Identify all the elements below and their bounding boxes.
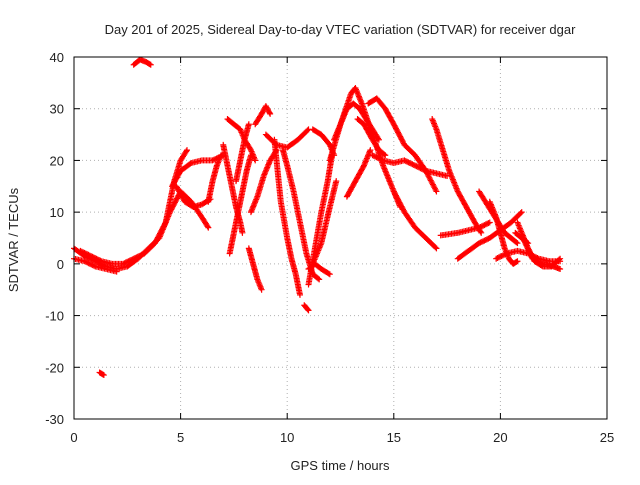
data-series-arc-07 xyxy=(169,152,227,190)
data-series-arc-22 xyxy=(305,260,333,278)
data-series-arc-39 xyxy=(512,229,532,247)
y-tick-label: -20 xyxy=(45,360,64,375)
y-tick-labels: -30 -20 -10 0 10 20 30 40 xyxy=(45,50,64,427)
x-tick-label: 20 xyxy=(493,430,507,445)
data-series-arc-27 xyxy=(354,116,389,159)
y-tick-label: 30 xyxy=(50,102,64,117)
axis-ticks xyxy=(73,56,608,420)
data-series-arc-04 xyxy=(130,56,154,68)
x-tick-label: 25 xyxy=(600,430,614,445)
x-axis-label: GPS time / hours xyxy=(291,458,390,473)
data-series-arc-06 xyxy=(173,183,214,210)
y-tick-label: 40 xyxy=(50,50,64,65)
data-series-arc-05 xyxy=(96,369,107,379)
data-series-arc-15 xyxy=(247,147,280,216)
data-series-arc-13 xyxy=(245,245,265,293)
plot-points xyxy=(71,56,564,379)
data-series-arc-31 xyxy=(429,116,485,236)
data-series-arc-16 xyxy=(262,126,312,151)
y-axis-label: SDTVAR / TECUs xyxy=(6,187,21,292)
x-tick-labels: 0 5 10 15 20 25 xyxy=(70,430,614,445)
data-series-arc-25 xyxy=(331,100,382,143)
data-series-arc-32 xyxy=(437,219,493,239)
x-tick-label: 15 xyxy=(387,430,401,445)
data-series-arc-08 xyxy=(205,152,225,205)
chart-title: Day 201 of 2025, Sidereal Day-to-day VTE… xyxy=(105,22,577,37)
data-series-arc-26 xyxy=(343,147,374,200)
x-tick-label: 0 xyxy=(70,430,77,445)
y-tick-label: -30 xyxy=(45,412,64,427)
x-tick-label: 10 xyxy=(280,430,294,445)
y-tick-label: -10 xyxy=(45,309,64,324)
data-series-arc-29 xyxy=(369,152,451,179)
y-tick-label: 0 xyxy=(57,257,64,272)
data-series-arc-17 xyxy=(271,136,303,298)
x-tick-label: 5 xyxy=(177,430,184,445)
data-series-arc-14 xyxy=(252,103,274,128)
data-series-arc-35 xyxy=(486,198,521,267)
data-series-arc-11 xyxy=(233,121,252,185)
data-series-arc-12 xyxy=(226,152,254,257)
plot-frame xyxy=(73,56,608,420)
data-series-arc-30 xyxy=(390,188,440,252)
y-tick-label: 20 xyxy=(50,153,64,168)
y-tick-label: 10 xyxy=(50,205,64,220)
data-series-arc-19 xyxy=(301,302,312,314)
